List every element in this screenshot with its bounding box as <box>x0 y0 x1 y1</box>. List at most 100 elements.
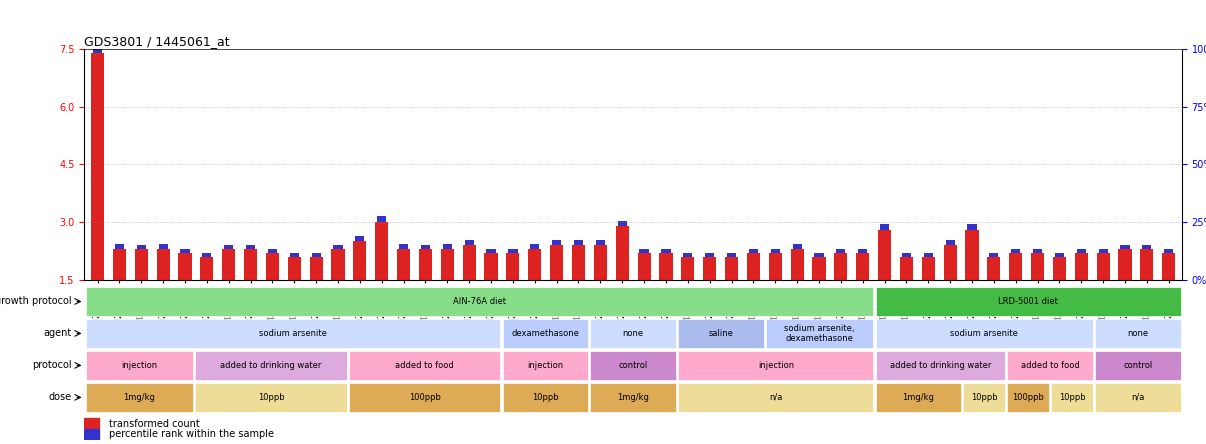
Bar <box>246 245 256 249</box>
Bar <box>507 253 520 280</box>
Bar <box>1096 253 1110 280</box>
FancyBboxPatch shape <box>876 287 1181 316</box>
FancyBboxPatch shape <box>591 383 675 412</box>
FancyBboxPatch shape <box>503 319 589 348</box>
FancyBboxPatch shape <box>1095 383 1181 412</box>
Bar <box>768 253 781 280</box>
FancyBboxPatch shape <box>876 383 961 412</box>
FancyBboxPatch shape <box>1052 383 1093 412</box>
Bar <box>353 241 367 280</box>
Bar <box>265 253 279 280</box>
Text: 10ppb: 10ppb <box>1059 393 1085 402</box>
Bar <box>136 245 146 249</box>
FancyBboxPatch shape <box>678 383 873 412</box>
Bar <box>356 236 364 241</box>
Bar <box>93 32 103 53</box>
Text: GDS3801 / 1445061_at: GDS3801 / 1445061_at <box>84 35 230 48</box>
Bar <box>615 226 628 280</box>
Bar <box>902 253 911 257</box>
FancyBboxPatch shape <box>591 319 675 348</box>
Text: injection: injection <box>527 361 563 370</box>
Bar <box>531 245 539 249</box>
Bar <box>966 230 978 280</box>
FancyBboxPatch shape <box>503 351 589 380</box>
FancyBboxPatch shape <box>86 319 500 348</box>
FancyBboxPatch shape <box>1095 351 1181 380</box>
Bar <box>572 245 585 280</box>
Text: none: none <box>1128 329 1148 338</box>
Text: added to drinking water: added to drinking water <box>221 361 322 370</box>
Bar <box>880 225 889 230</box>
Text: LRD-5001 diet: LRD-5001 diet <box>999 297 1058 306</box>
Bar <box>397 249 410 280</box>
Text: 10ppb: 10ppb <box>258 393 285 402</box>
FancyBboxPatch shape <box>766 319 873 348</box>
FancyBboxPatch shape <box>591 351 675 380</box>
Text: transformed count: transformed count <box>109 419 199 428</box>
FancyBboxPatch shape <box>503 383 589 412</box>
Text: 10ppb: 10ppb <box>532 393 558 402</box>
Bar <box>638 253 651 280</box>
Bar <box>463 245 475 280</box>
Bar <box>749 249 759 253</box>
Text: injection: injection <box>122 361 157 370</box>
FancyBboxPatch shape <box>876 351 1005 380</box>
Bar <box>924 253 933 257</box>
Bar <box>332 249 345 280</box>
Text: none: none <box>622 329 644 338</box>
Bar <box>418 249 432 280</box>
Bar <box>574 240 582 245</box>
Bar <box>311 253 321 257</box>
Bar <box>1141 249 1153 280</box>
FancyBboxPatch shape <box>349 383 500 412</box>
Text: growth protocol: growth protocol <box>0 297 72 306</box>
Bar <box>377 216 386 222</box>
Bar <box>684 253 692 257</box>
Text: 10ppb: 10ppb <box>971 393 997 402</box>
Text: AIN-76A diet: AIN-76A diet <box>453 297 507 306</box>
Bar <box>596 240 605 245</box>
Bar <box>440 249 453 280</box>
Text: added to food: added to food <box>396 361 453 370</box>
Text: added to drinking water: added to drinking water <box>890 361 991 370</box>
Bar <box>703 257 716 280</box>
FancyBboxPatch shape <box>195 351 346 380</box>
Bar <box>158 245 168 249</box>
Text: added to food: added to food <box>1020 361 1079 370</box>
Bar <box>660 253 673 280</box>
Text: 1mg/kg: 1mg/kg <box>617 393 649 402</box>
Text: sodium arsenite,
dexamethasone: sodium arsenite, dexamethasone <box>784 324 855 343</box>
Bar <box>617 221 627 226</box>
FancyBboxPatch shape <box>964 383 1005 412</box>
Text: injection: injection <box>757 361 794 370</box>
Bar <box>421 245 431 249</box>
Bar <box>157 249 170 280</box>
Bar <box>268 249 277 253</box>
Bar <box>878 230 891 280</box>
Bar <box>203 253 211 257</box>
Text: n/a: n/a <box>769 393 783 402</box>
FancyBboxPatch shape <box>349 351 500 380</box>
Bar <box>115 244 124 249</box>
Text: 100ppb: 100ppb <box>409 393 440 402</box>
Bar <box>90 53 104 280</box>
Bar <box>943 245 956 280</box>
Bar <box>550 245 563 280</box>
Bar <box>375 222 388 280</box>
Bar <box>1077 249 1085 253</box>
FancyBboxPatch shape <box>678 319 763 348</box>
Text: control: control <box>1123 361 1153 370</box>
FancyBboxPatch shape <box>1007 383 1049 412</box>
Bar <box>967 225 977 230</box>
Bar <box>661 249 671 253</box>
Bar <box>1099 249 1108 253</box>
Bar <box>244 249 257 280</box>
Bar <box>222 249 235 280</box>
Bar <box>725 257 738 280</box>
Bar <box>289 253 299 257</box>
Bar <box>333 245 343 249</box>
FancyBboxPatch shape <box>1095 319 1181 348</box>
Bar <box>792 245 802 249</box>
Bar <box>181 249 189 253</box>
Bar <box>859 249 867 253</box>
